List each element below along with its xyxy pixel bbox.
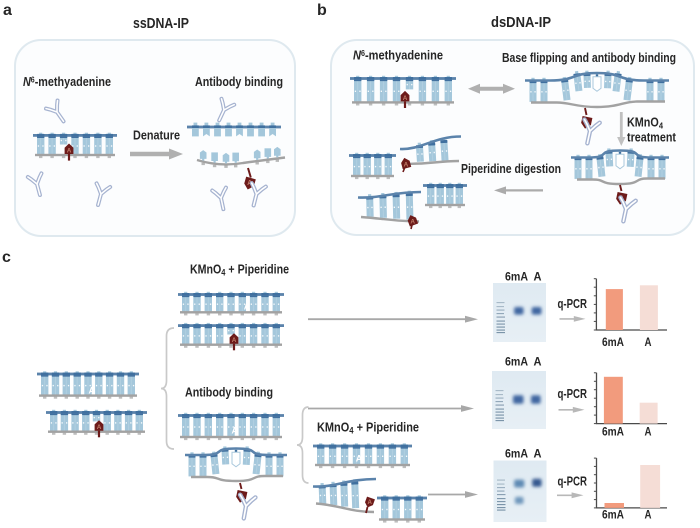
svg-text:treatment: treatment [627,131,677,145]
svg-text:q-PCR: q-PCR [558,386,588,401]
svg-text:6mA: 6mA [602,508,624,522]
svg-text:6mA: 6mA [602,425,624,439]
svg-text:A: A [67,148,72,155]
svg-text:Denature: Denature [133,129,180,143]
svg-text:A: A [645,508,652,522]
svg-text:N6-methyadenine: N6-methyadenine [353,49,443,63]
svg-text:6mA: 6mA [505,355,528,369]
svg-text:q-PCR: q-PCR [558,474,588,489]
svg-text:A: A [232,426,239,436]
svg-text:dsDNA-IP: dsDNA-IP [491,15,551,31]
svg-text:A: A [404,162,409,169]
svg-text:6mA: 6mA [505,270,528,284]
svg-text:A: A [367,499,372,506]
svg-text:A: A [89,386,96,396]
svg-text:Base flipping and antibody bin: Base flipping and antibody binding [502,51,676,65]
svg-text:b: b [317,2,327,19]
svg-text:A: A [534,270,542,284]
svg-text:6mA: 6mA [505,447,528,461]
svg-text:6mA: 6mA [602,335,624,349]
svg-text:A: A [356,454,363,464]
svg-text:c: c [2,249,11,266]
svg-text:N6-methyadenine: N6-methyadenine [23,75,111,89]
svg-text:KMnO4 + Piperidine: KMnO4 + Piperidine [190,263,289,278]
svg-text:A: A [232,337,237,344]
svg-text:Antibody binding: Antibody binding [185,386,273,400]
svg-text:a: a [3,2,12,19]
svg-text:KMnO4 + Piperidine: KMnO4 + Piperidine [317,421,419,436]
svg-text:A: A [645,335,652,349]
svg-text:Piperidine digestion: Piperidine digestion [461,162,561,176]
svg-text:A: A [244,302,251,312]
svg-text:Antibody binding: Antibody binding [195,75,283,89]
svg-text:A: A [645,425,652,439]
svg-text:ssDNA-IP: ssDNA-IP [133,16,189,32]
svg-text:KMnO4: KMnO4 [627,116,663,131]
svg-text:A: A [534,355,542,369]
svg-text:A: A [97,424,102,431]
svg-text:A: A [410,219,415,226]
svg-text:A: A [534,447,542,461]
svg-text:q-PCR: q-PCR [558,296,588,311]
svg-text:A: A [403,95,408,102]
